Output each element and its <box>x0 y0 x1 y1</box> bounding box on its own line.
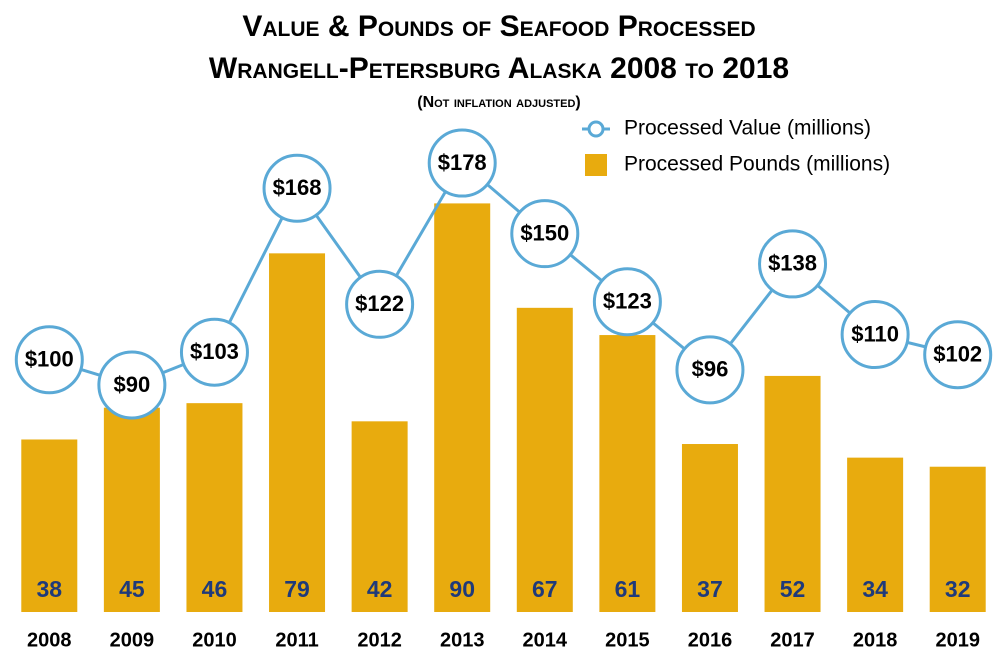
x-tick-label: 2015 <box>605 629 650 651</box>
x-tick-label: 2010 <box>192 629 237 651</box>
value-label: $100 <box>25 347 74 372</box>
value-marker <box>97 350 167 420</box>
value-marker <box>840 300 910 370</box>
chart-note: (Not inflation adjusted) <box>417 94 581 111</box>
value-label: $138 <box>768 251 817 276</box>
value-marker <box>427 128 497 198</box>
value-label: $178 <box>438 150 487 175</box>
bar-label: 46 <box>202 576 228 602</box>
bar-label: 90 <box>449 576 475 602</box>
bar <box>351 421 408 612</box>
legend-swatch <box>585 154 607 176</box>
value-label: $102 <box>933 342 982 367</box>
bar <box>516 307 573 612</box>
chart-subtitle: Wrangell-Petersburg Alaska 2008 to 2018 <box>209 52 789 85</box>
x-tick-label: 2014 <box>523 629 568 651</box>
x-tick-label: 2018 <box>853 629 898 651</box>
bar <box>269 253 326 612</box>
x-tick-label: 2011 <box>275 629 318 651</box>
bar-label: 38 <box>36 576 62 602</box>
value-marker <box>675 335 745 405</box>
value-label: $168 <box>273 175 322 200</box>
x-tick-label: 2017 <box>770 629 815 651</box>
x-tick-label: 2016 <box>688 629 733 651</box>
value-label: $123 <box>603 289 652 314</box>
value-label: $122 <box>355 291 404 316</box>
bar <box>434 203 491 612</box>
x-tick-label: 2008 <box>27 629 72 651</box>
bar <box>929 466 986 612</box>
bar <box>599 335 656 612</box>
value-label: $96 <box>692 357 729 382</box>
bar <box>847 457 904 612</box>
bar <box>21 439 78 612</box>
bar-label: 34 <box>862 576 888 602</box>
value-label: $103 <box>190 339 239 364</box>
bar <box>681 444 738 612</box>
value-marker <box>923 320 993 390</box>
x-tick-label: 2009 <box>110 629 155 651</box>
legend-label: Processed Value (millions) <box>624 117 871 140</box>
bar-label: 79 <box>284 576 310 602</box>
bar-label: 32 <box>945 576 971 602</box>
bar-label: 61 <box>615 576 641 602</box>
bar <box>186 403 243 612</box>
legend-label: Processed Pounds (millions) <box>624 153 890 176</box>
bar <box>764 375 821 612</box>
value-marker <box>262 153 332 223</box>
value-label: $110 <box>851 321 899 346</box>
value-marker <box>345 269 415 339</box>
bar-label: 42 <box>367 576 393 602</box>
value-marker <box>758 229 828 299</box>
legend-marker <box>587 120 605 138</box>
bar-label: 52 <box>780 576 806 602</box>
bar-label: 67 <box>532 576 558 602</box>
value-label: $150 <box>520 220 569 245</box>
value-marker <box>14 325 84 395</box>
value-label: $90 <box>114 372 151 397</box>
value-marker <box>592 267 662 337</box>
x-tick-label: 2013 <box>440 629 485 651</box>
bar <box>103 407 160 612</box>
chart-title: Value & Pounds of Seafood Processed <box>242 10 755 43</box>
value-marker <box>510 199 580 269</box>
value-marker <box>179 317 249 387</box>
x-tick-label: 2019 <box>935 629 980 651</box>
bar-label: 45 <box>119 576 145 602</box>
bar-label: 37 <box>697 576 723 602</box>
x-tick-label: 2012 <box>357 629 402 651</box>
